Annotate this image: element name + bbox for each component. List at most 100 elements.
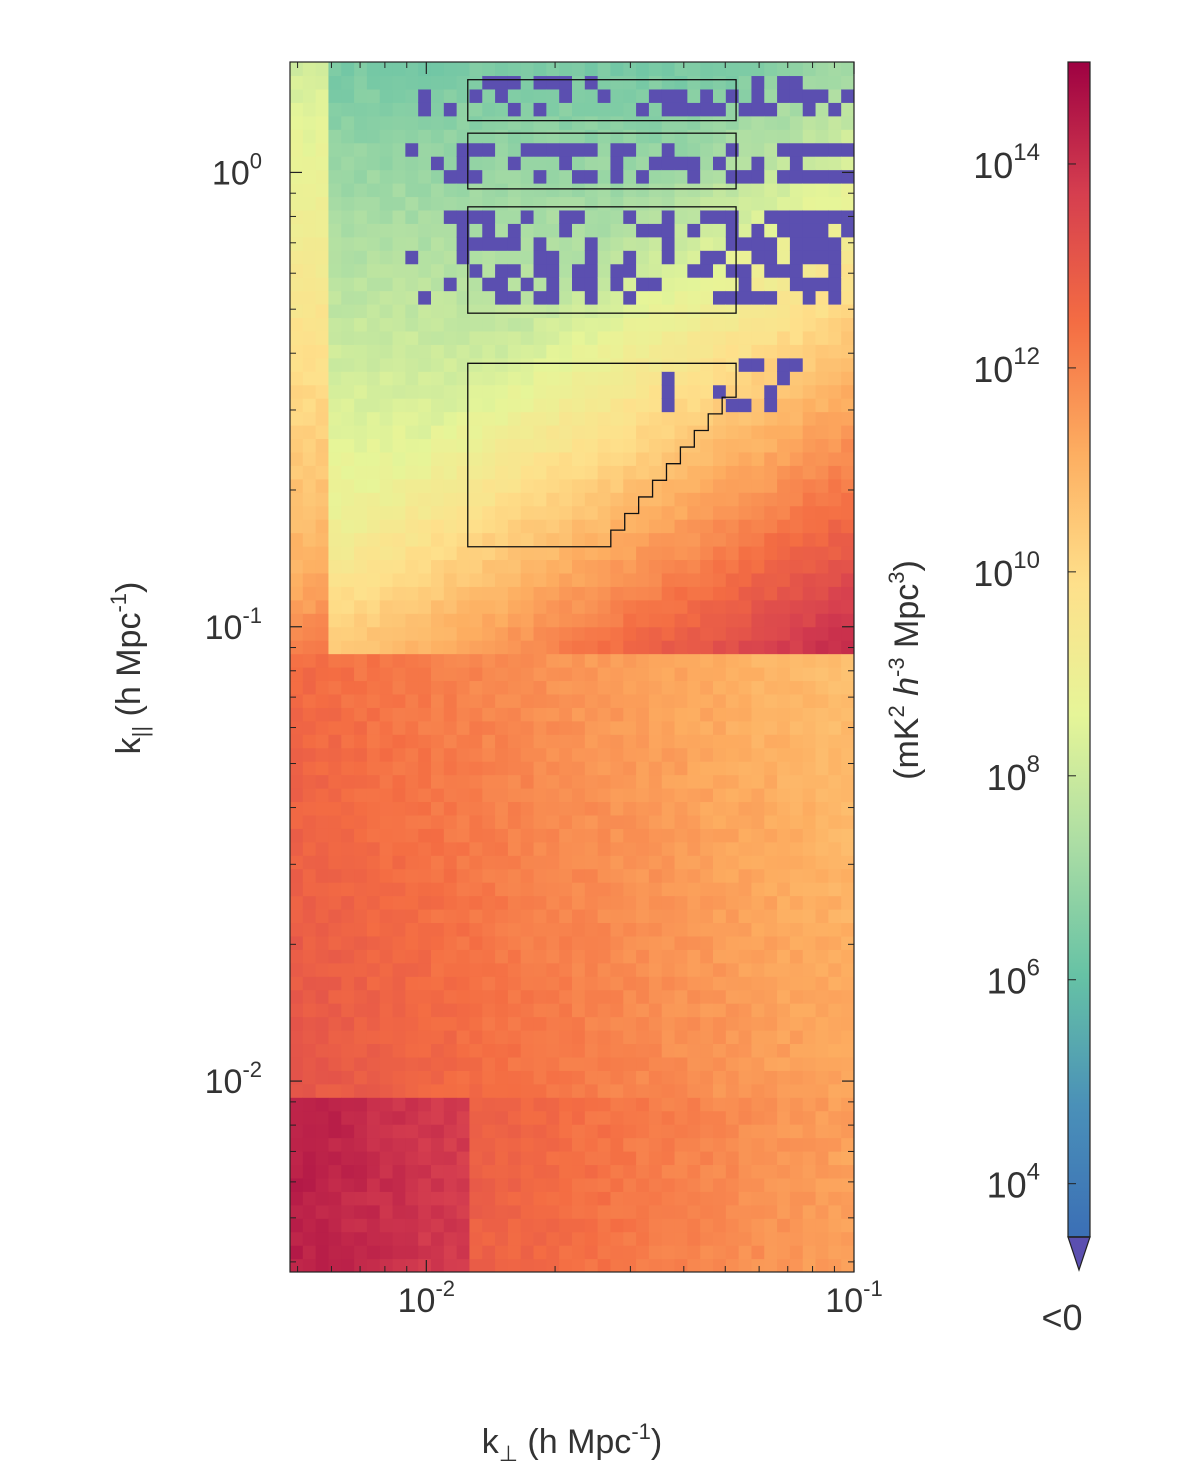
heatmap-cell [546, 411, 560, 426]
heatmap-cell [533, 1097, 547, 1112]
heatmap-cell [738, 411, 753, 426]
heatmap-cell [687, 909, 701, 924]
heatmap-cell [713, 667, 727, 682]
heatmap-cell [546, 263, 560, 278]
heatmap-cell [623, 546, 637, 561]
heatmap-cell [559, 102, 573, 117]
heatmap-cell [623, 572, 637, 587]
heatmap-cell [533, 438, 547, 453]
heatmap-cell [328, 828, 342, 843]
heatmap-cell [328, 142, 342, 157]
heatmap-cell [302, 88, 317, 103]
heatmap-cell [648, 330, 663, 345]
heatmap-cell [610, 667, 624, 682]
heatmap-cell [687, 855, 701, 870]
heatmap-cell [623, 505, 637, 520]
heatmap-cell [520, 290, 535, 305]
heatmap-cell [559, 1124, 573, 1139]
heatmap-cell [469, 62, 483, 77]
heatmap-cell [661, 183, 676, 198]
heatmap-cell [379, 599, 394, 614]
heatmap-cell [520, 236, 535, 251]
heatmap-cell [495, 1258, 509, 1272]
heatmap-cell [533, 1231, 547, 1246]
heatmap-cell [572, 1083, 586, 1098]
heatmap-cell [674, 465, 688, 480]
heatmap-cell [405, 344, 419, 359]
heatmap-cell [443, 667, 458, 682]
heatmap-cell [379, 720, 394, 735]
heatmap-cell [751, 922, 765, 937]
heatmap-cell [546, 868, 560, 883]
heatmap-cell [366, 1124, 381, 1139]
heatmap-cell [443, 1070, 458, 1085]
heatmap-cell [495, 344, 509, 359]
heatmap-cell [584, 1056, 599, 1071]
heatmap-cell [802, 75, 817, 90]
heatmap-cell [520, 169, 535, 184]
heatmap-cell [366, 1016, 381, 1031]
heatmap-cell [379, 1151, 394, 1166]
heatmap-cell [764, 532, 778, 547]
heatmap-cell [841, 1177, 854, 1192]
heatmap-cell [315, 828, 330, 843]
heatmap-cell [789, 788, 804, 803]
heatmap-cell [815, 909, 829, 924]
heatmap-cell [379, 371, 394, 386]
heatmap-cell [828, 1083, 842, 1098]
heatmap-cell [789, 1124, 804, 1139]
heatmap-cell [572, 344, 586, 359]
heatmap-cell [572, 438, 586, 453]
heatmap-cell [841, 922, 854, 937]
heatmap-cell [841, 774, 854, 789]
heatmap-cell [469, 855, 483, 870]
heatmap-cell [418, 868, 432, 883]
heatmap-cell [584, 559, 599, 574]
x-axis-ticks: 10-2 10-1 [398, 62, 883, 1320]
heatmap-cell [597, 949, 612, 964]
heatmap-cell [828, 667, 842, 682]
heatmap-cell [456, 720, 471, 735]
heatmap-cell [482, 774, 496, 789]
heatmap-cell [328, 317, 342, 332]
heatmap-cell [610, 451, 624, 466]
heatmap-cell [533, 667, 547, 682]
heatmap-cell [341, 62, 355, 77]
heatmap-cell [764, 169, 778, 184]
heatmap-cell [687, 841, 701, 856]
heatmap-cell [520, 962, 535, 977]
heatmap-cell [610, 989, 624, 1004]
heatmap-cell [648, 761, 663, 776]
heatmap-cell [469, 841, 483, 856]
heatmap-cell [507, 478, 522, 493]
heatmap-cell [302, 1218, 317, 1233]
heatmap-cell [828, 425, 842, 440]
heatmap-cell [648, 909, 663, 924]
heatmap-cell [341, 478, 355, 493]
heatmap-cell [636, 788, 650, 803]
heatmap-cell [700, 586, 714, 601]
heatmap-cell [725, 115, 740, 130]
colorbar-tick-label: 1010 [973, 547, 1040, 594]
heatmap-cell [738, 828, 753, 843]
heatmap-cell [713, 720, 727, 735]
heatmap-cell [713, 546, 727, 561]
heatmap-cell [777, 801, 791, 816]
heatmap-cell [828, 62, 842, 77]
heatmap-cell [751, 1016, 765, 1031]
heatmap-cell [405, 304, 419, 319]
heatmap-cell [610, 317, 624, 332]
heatmap-cell [302, 747, 317, 762]
heatmap-cell [713, 384, 727, 399]
heatmap-cell [713, 344, 727, 359]
heatmap-cell [777, 371, 791, 386]
heatmap-cell [418, 438, 432, 453]
heatmap-cell [366, 478, 381, 493]
heatmap-cell [341, 962, 355, 977]
heatmap-cell [366, 169, 381, 184]
heatmap-cell [456, 196, 471, 211]
heatmap-cell [572, 976, 586, 991]
heatmap-cell [443, 62, 458, 77]
heatmap-cell [431, 142, 445, 157]
heatmap-cell [507, 1151, 522, 1166]
